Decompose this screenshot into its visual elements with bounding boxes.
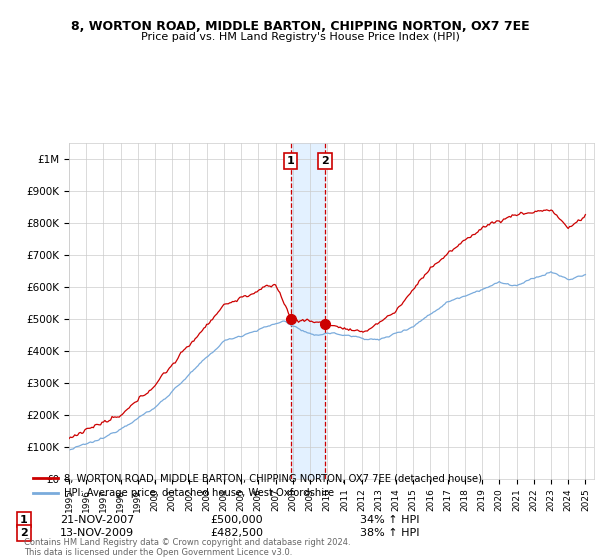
Text: 21-NOV-2007: 21-NOV-2007 [60, 515, 134, 525]
Text: Price paid vs. HM Land Registry's House Price Index (HPI): Price paid vs. HM Land Registry's House … [140, 32, 460, 43]
Text: 1: 1 [287, 156, 295, 166]
Text: 1: 1 [20, 515, 28, 525]
Text: 13-NOV-2009: 13-NOV-2009 [60, 528, 134, 538]
Text: 38% ↑ HPI: 38% ↑ HPI [360, 528, 419, 538]
Text: Contains HM Land Registry data © Crown copyright and database right 2024.
This d: Contains HM Land Registry data © Crown c… [24, 538, 350, 557]
Bar [290, 143, 325, 479]
Text: £500,000: £500,000 [210, 515, 263, 525]
Legend: 8, WORTON ROAD, MIDDLE BARTON, CHIPPING NORTON, OX7 7EE (detached house), HPI: A: 8, WORTON ROAD, MIDDLE BARTON, CHIPPING … [29, 469, 486, 502]
Text: 8, WORTON ROAD, MIDDLE BARTON, CHIPPING NORTON, OX7 7EE: 8, WORTON ROAD, MIDDLE BARTON, CHIPPING … [71, 20, 529, 32]
Text: 2: 2 [321, 156, 329, 166]
Text: 2: 2 [20, 528, 28, 538]
Text: £482,500: £482,500 [210, 528, 263, 538]
Text: 34% ↑ HPI: 34% ↑ HPI [360, 515, 419, 525]
